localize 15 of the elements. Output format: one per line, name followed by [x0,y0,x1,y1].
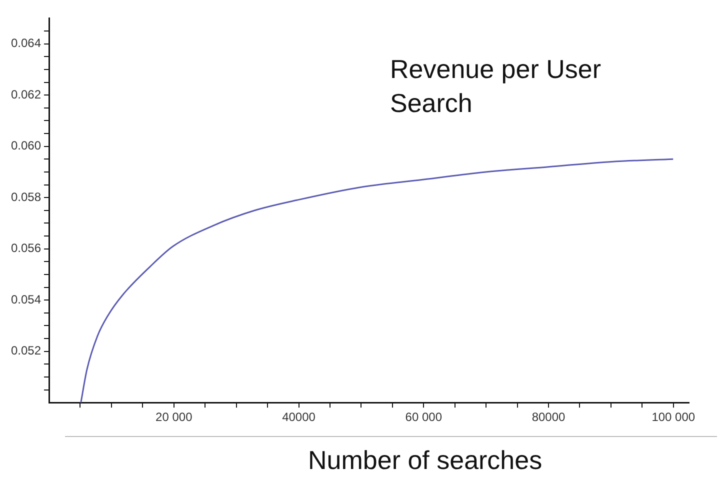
text: Revenue per User Search [390,53,602,120]
x-tick-label: 60 000 [405,410,442,424]
y-tick-label: 0.060 [11,138,42,153]
y-tick-label: 0.056 [11,241,42,256]
x-tick-label: 40000 [282,410,316,424]
y-tick-label: 0.064 [11,36,42,50]
line-series [80,158,674,403]
x-axis-title: Number of searches [308,445,542,476]
y-tick-label: 0.058 [11,190,42,204]
y-tick-label: 0.052 [11,344,42,358]
x-tick-label: 20 000 [156,410,193,424]
x-tick-label: 80000 [532,410,566,424]
y-tick-label: 0.062 [11,87,42,102]
y-tick-label: 0.054 [11,292,42,306]
x-tick-label: 100 000 [652,410,696,424]
